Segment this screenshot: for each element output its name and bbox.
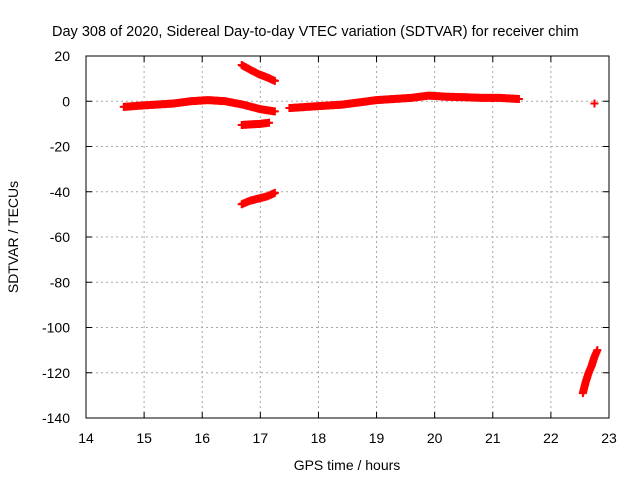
x-tick-label: 22 [543,430,559,446]
x-tick-label: 20 [427,430,443,446]
data-series [237,61,279,85]
y-tick-label: -140 [42,410,70,426]
x-tick-label: 14 [78,430,94,446]
x-tick-label: 15 [136,430,152,446]
data-point [514,94,523,103]
y-axis-label: SDTVAR / TECUs [5,181,21,293]
x-tick-label: 19 [369,430,385,446]
data-series [119,96,279,116]
data-point [270,76,279,85]
y-tick-label: -20 [50,139,70,155]
data-series [237,118,274,130]
y-tick-label: 20 [54,48,70,64]
x-tick-label: 16 [194,430,210,446]
data-series [578,346,602,398]
y-tick-label: -60 [50,229,70,245]
x-tick-label: 18 [311,430,327,446]
data-point [590,99,599,108]
y-tick-label: -40 [50,184,70,200]
axis-ticks [85,55,610,419]
chart-title: Day 308 of 2020, Sidereal Day-to-day VTE… [52,24,579,40]
data-point [265,118,274,127]
data-point [593,346,602,355]
y-tick-label: -100 [42,320,70,336]
data-series [285,91,523,113]
data-point [270,188,279,197]
tick-labels: 14 15 16 17 18 19 20 21 22 23 20 0 -20 -40 -60 -80 -100 -… [42,48,617,446]
y-tick-label: -120 [42,365,70,381]
grid-lines [86,56,609,418]
data-points [119,61,602,398]
y-tick-label: 0 [62,93,70,109]
x-tick-label: 17 [253,430,269,446]
data-point [270,107,279,116]
data-series [590,99,599,108]
x-tick-label: 23 [601,430,617,446]
data-series [237,188,279,209]
y-tick-label: -80 [50,274,70,290]
x-tick-label: 21 [485,430,501,446]
x-axis-label: GPS time / hours [294,457,401,473]
